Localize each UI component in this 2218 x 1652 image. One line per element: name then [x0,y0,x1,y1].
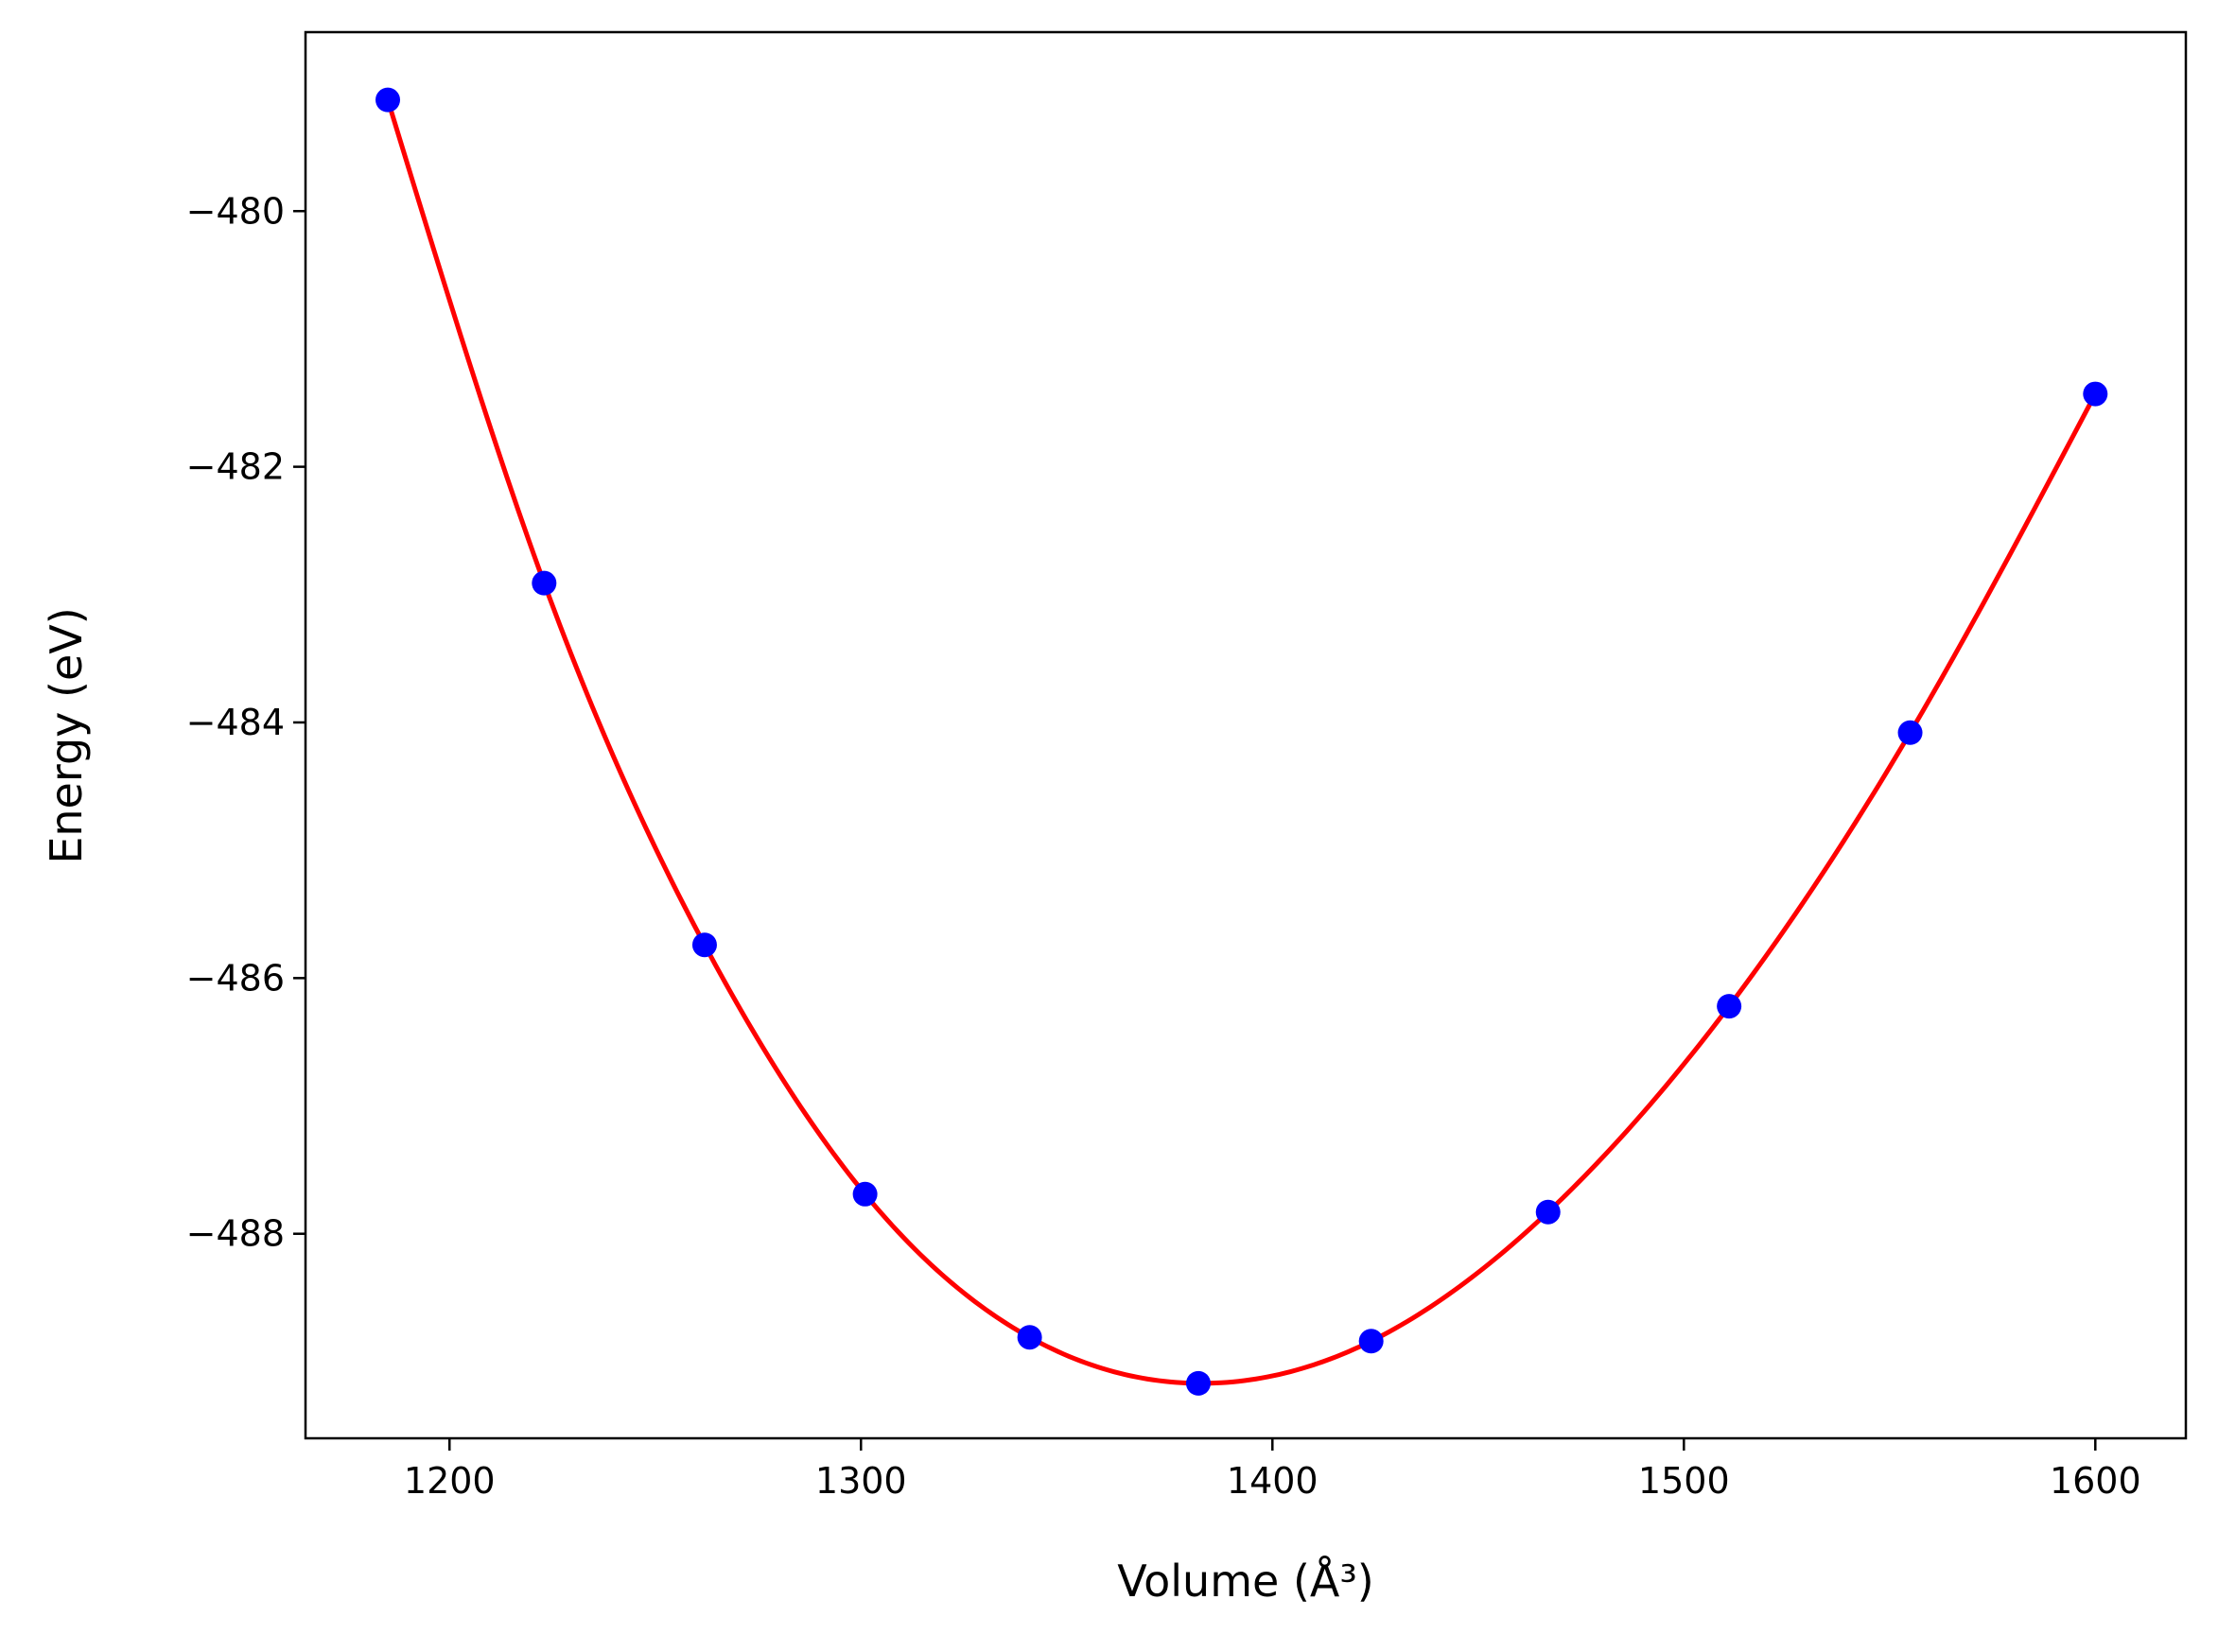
x-tick-label: 1400 [1227,1460,1319,1502]
x-tick-label: 1500 [1638,1460,1730,1502]
data-point [1017,1325,1042,1350]
plot-area [375,87,2108,1396]
data-point [1897,720,1923,745]
y-tick-label: −486 [186,957,285,999]
data-point [1185,1370,1211,1396]
x-tick-label: 1200 [404,1460,496,1502]
y-tick-label: −482 [186,446,285,488]
y-axis-ticks: −480 −482 −484 −486 −488 [186,190,306,1255]
data-point [691,932,717,958]
axes-frame [304,30,2188,1440]
y-axis-label: Energy (eV) [41,607,92,863]
data-point [375,87,401,113]
x-tick-label: 1300 [815,1460,907,1502]
data-point [532,570,557,596]
x-axis-label: Volume (Å³) [1117,1556,1374,1607]
data-point [852,1181,878,1207]
y-tick-label: −480 [186,190,285,232]
data-point [1717,994,1742,1019]
data-point [1358,1329,1384,1354]
x-tick-label: 1600 [2050,1460,2141,1502]
x-axis-ticks: 1200 1300 1400 1500 1600 [404,1438,2141,1502]
data-point [2083,381,2108,407]
y-tick-label: −484 [186,702,285,743]
data-point [1535,1199,1561,1225]
y-tick-label: −488 [186,1213,285,1255]
